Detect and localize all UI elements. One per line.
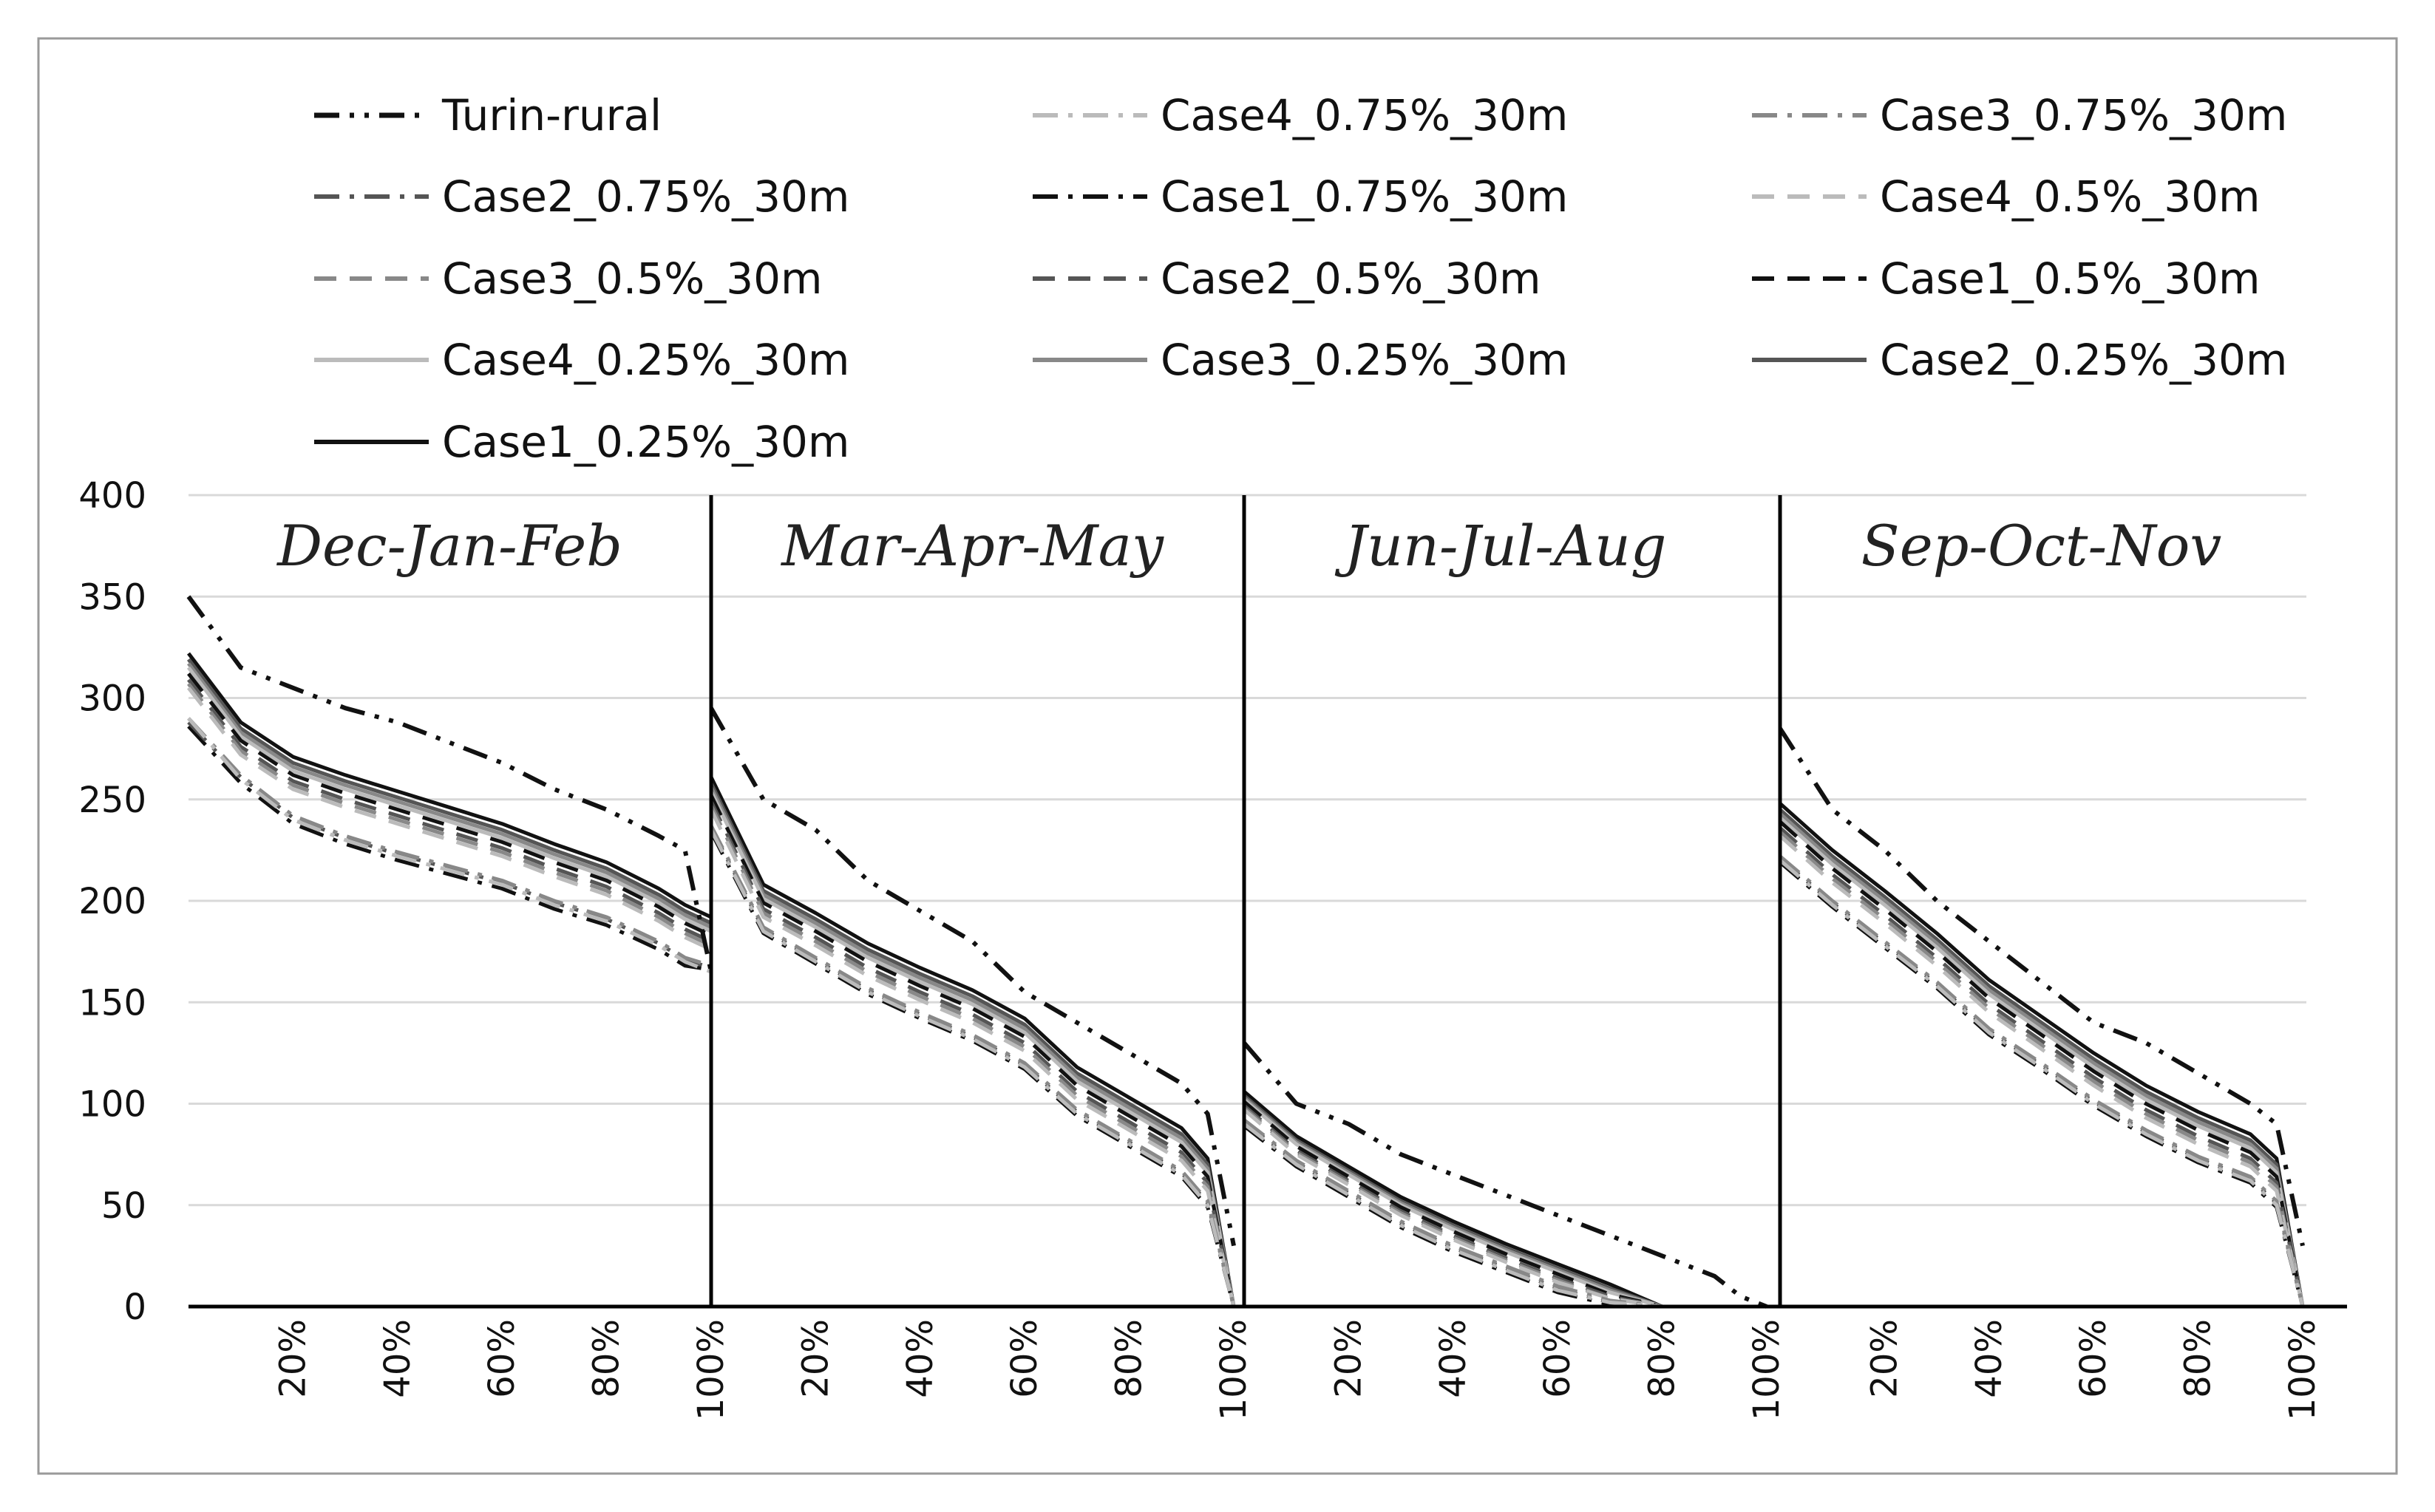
series-line	[709, 828, 1236, 1307]
season-label: Dec-Jan-Feb	[276, 513, 622, 579]
x-tick-label: 80%	[1642, 1319, 1683, 1398]
season-label: Mar-Apr-May	[780, 513, 1164, 579]
series-line	[1779, 820, 2305, 1307]
y-tick-label: 50	[101, 1185, 146, 1227]
legend-label: Case3_0.5%_30m	[442, 253, 823, 304]
series-line	[1779, 859, 2305, 1307]
x-tick-label: 100%	[2282, 1319, 2323, 1420]
season-label: Jun-Jul-Aug	[1335, 513, 1667, 579]
y-tick-label: 250	[78, 780, 146, 821]
x-tick-label: 80%	[586, 1319, 628, 1398]
series-line	[1779, 854, 2305, 1307]
series-line	[1242, 1041, 1768, 1309]
series-line	[1243, 1100, 1767, 1309]
series-line	[187, 662, 713, 929]
season-label: Sep-Oct-Nov	[1861, 513, 2222, 579]
series-line	[709, 794, 1236, 1307]
x-tick-label: 100%	[1213, 1319, 1254, 1420]
x-tick-label: 60%	[2073, 1319, 2114, 1398]
y-tick-label: 200	[78, 881, 146, 922]
x-tick-label: 60%	[1537, 1319, 1578, 1398]
series-line	[709, 800, 1236, 1307]
y-tick-label: 150	[78, 982, 146, 1024]
series-line	[187, 717, 712, 974]
series-line	[709, 782, 1236, 1307]
x-tick-label: 20%	[1328, 1319, 1369, 1398]
series-line	[1779, 816, 2305, 1307]
x-axis: 20% 40% 60% 80% 100% 20% 40% 60% 80% 100% 20% 40% 60…	[189, 1304, 2347, 1420]
x-tick-label: 60%	[481, 1319, 523, 1398]
series-line	[1779, 808, 2305, 1307]
legend-label: Case3_0.75%_30m	[1880, 90, 2287, 140]
series-lines	[186, 595, 2305, 1309]
series-line	[709, 808, 1236, 1307]
series-line	[187, 652, 713, 919]
legend-label: Case2_0.5%_30m	[1161, 253, 1541, 304]
x-tick-label: 20%	[795, 1319, 836, 1398]
x-tick-label: 100%	[1746, 1319, 1787, 1420]
x-tick-label: 60%	[1004, 1319, 1045, 1398]
series-line	[709, 776, 1236, 1307]
series-line	[1779, 812, 2305, 1307]
series-line	[709, 786, 1236, 1307]
legend-label: Case4_0.25%_30m	[442, 335, 849, 385]
series-line	[186, 595, 713, 973]
x-tick-label: 80%	[2178, 1319, 2219, 1398]
season-labels: Dec-Jan-Feb Mar-Apr-May Jun-Jul-Aug Sep-Oct…	[276, 513, 2221, 579]
legend-label: Case4_0.75%_30m	[1161, 90, 1568, 140]
x-tick-label: 80%	[1109, 1319, 1150, 1398]
y-tick-label: 100	[78, 1084, 146, 1126]
series-line	[1779, 802, 2305, 1307]
series-line	[187, 658, 713, 925]
series-line	[709, 790, 1236, 1307]
series-line	[187, 666, 713, 933]
x-tick-label: 100%	[690, 1319, 732, 1420]
legend-label: Case1_0.75%_30m	[1161, 171, 1568, 222]
series-line	[187, 682, 713, 947]
series-line	[709, 706, 1236, 1247]
y-axis: 0 50 100 150 200 250 300 350 400	[78, 475, 146, 1328]
series-line	[1243, 1108, 1767, 1309]
series-line	[1779, 834, 2305, 1307]
legend: Turin-rural Case4_0.75%_30m Case3_0.75%_30…	[314, 90, 2287, 467]
y-tick-label: 300	[78, 678, 146, 720]
legend-label: Case2_0.25%_30m	[1880, 335, 2287, 385]
x-tick-label: 40%	[1969, 1319, 2010, 1398]
series-line	[1778, 727, 2305, 1247]
y-tick-label: 350	[78, 576, 146, 618]
series-line	[709, 804, 1236, 1307]
y-tick-label: 400	[78, 475, 146, 517]
legend-label: Case3_0.25%_30m	[1161, 335, 1568, 385]
x-tick-label: 20%	[1864, 1319, 1905, 1398]
legend-label: Case1_0.25%_30m	[442, 417, 849, 467]
x-tick-label: 40%	[1433, 1319, 1474, 1398]
x-tick-label: 40%	[900, 1319, 941, 1398]
series-line	[709, 825, 1236, 1307]
series-line	[187, 687, 713, 952]
series-line	[187, 672, 713, 937]
legend-label: Case2_0.75%_30m	[442, 171, 849, 222]
legend-label: Turin-rural	[441, 90, 662, 140]
series-line	[1779, 826, 2305, 1307]
series-line	[187, 678, 713, 944]
y-tick-label: 0	[123, 1287, 146, 1328]
x-tick-label: 20%	[272, 1319, 313, 1398]
season-dividers	[709, 495, 1782, 1307]
series-line	[1779, 830, 2305, 1307]
x-tick-label: 40%	[377, 1319, 418, 1398]
legend-label: Case4_0.5%_30m	[1880, 171, 2261, 222]
legend-label: Case1_0.5%_30m	[1880, 253, 2261, 304]
